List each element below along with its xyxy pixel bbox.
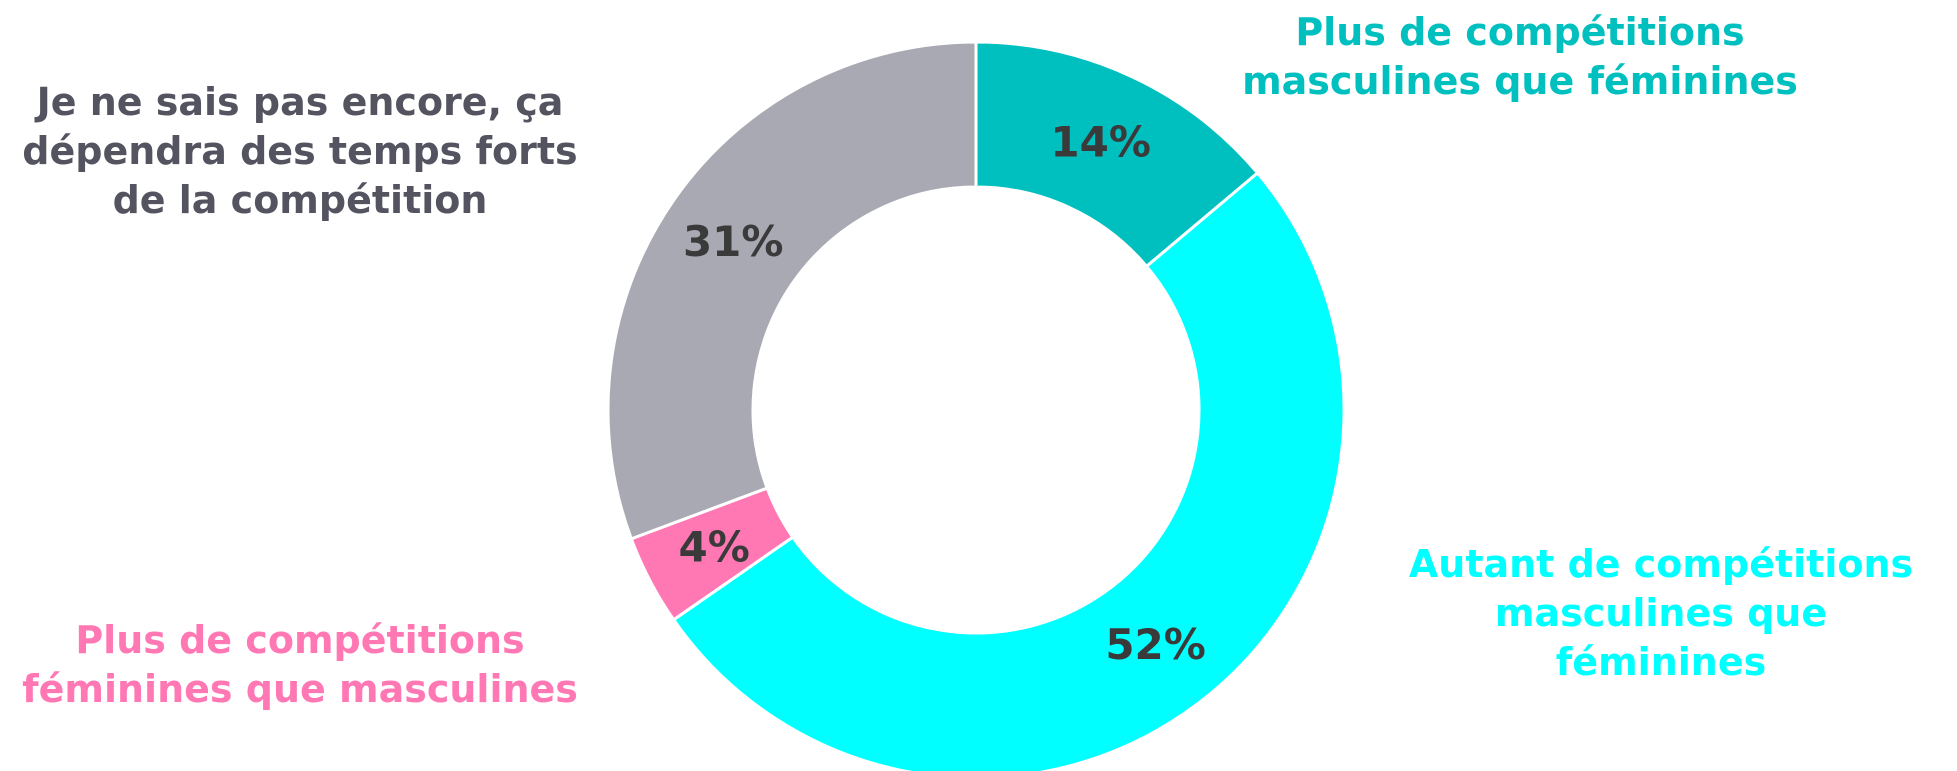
label-line: de la compétition [112, 178, 488, 222]
label-line: masculines que féminines [1242, 59, 1798, 103]
slice-value-label: 31% [683, 217, 784, 266]
slice-value-label: 4% [679, 523, 750, 572]
label-line: dépendra des temps forts [22, 129, 578, 173]
label-line: Plus de compétitions [1295, 10, 1745, 54]
donut-slice [974, 40, 1260, 269]
donut-slice [671, 170, 1346, 771]
label-line: masculines que [1494, 591, 1828, 635]
slice-value-label: 14% [1050, 118, 1151, 167]
label-line: Plus de compétitions [75, 618, 525, 662]
category-label-undecided: Je ne sais pas encore, ça dépendra des t… [10, 78, 590, 225]
slice-value-label: 52% [1105, 620, 1206, 669]
donut-slice [606, 40, 978, 541]
category-label-men-more: Plus de compétitions masculines que fémi… [1240, 8, 1800, 106]
category-label-women-more: Plus de compétitions féminines que mascu… [10, 616, 590, 714]
label-line: féminines que masculines [22, 667, 578, 711]
category-label-equal: Autant de compétitions masculines que fé… [1365, 540, 1957, 687]
label-line: féminines [1555, 640, 1767, 684]
label-line: Autant de compétitions [1408, 542, 1914, 586]
label-line: Je ne sais pas encore, ça [36, 80, 564, 124]
